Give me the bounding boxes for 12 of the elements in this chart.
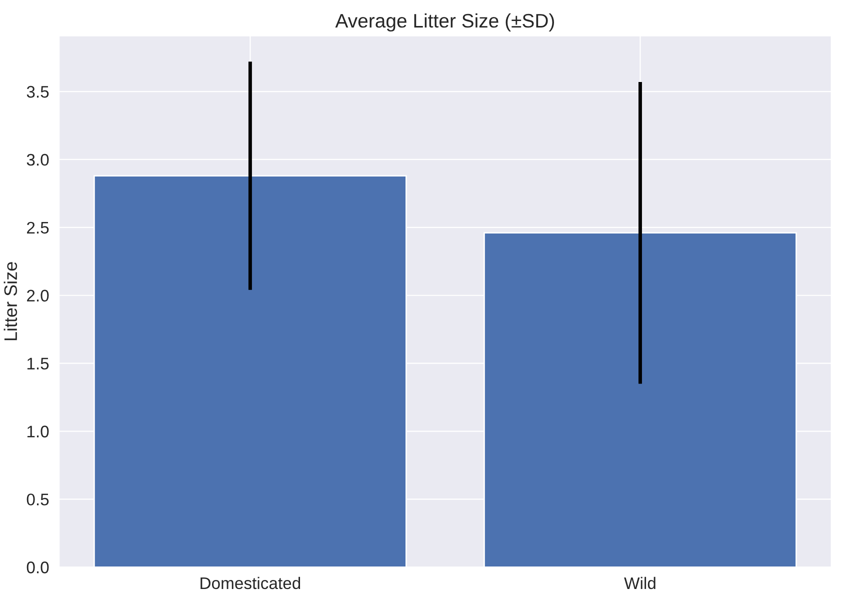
y-tick-label: 3.5 bbox=[26, 86, 49, 98]
y-tick-label: 1.5 bbox=[27, 358, 49, 370]
y-tick-label: 0.0 bbox=[26, 562, 49, 574]
x-tick-label: Wild bbox=[624, 576, 656, 590]
y-tick-label: 2.0 bbox=[27, 290, 49, 302]
y-tick-label: 0.5 bbox=[26, 494, 49, 506]
y-tick-label: 1.0 bbox=[27, 426, 49, 438]
chart-title: Average Litter Size (±SD) bbox=[335, 13, 554, 32]
x-tick-label: Domesticated bbox=[200, 576, 300, 590]
y-tick-label: 2.5 bbox=[27, 222, 49, 234]
y-tick-label: 3.0 bbox=[26, 154, 49, 166]
y-axis-title: Litter Size bbox=[4, 262, 18, 340]
